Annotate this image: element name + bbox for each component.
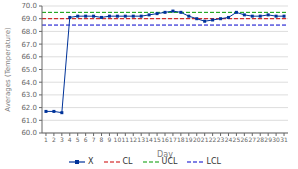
svg-text:29: 29 (264, 136, 272, 143)
svg-text:60.0: 60.0 (21, 129, 37, 137)
svg-text:19: 19 (185, 136, 193, 143)
svg-text:24: 24 (225, 136, 233, 143)
svg-text:14: 14 (145, 136, 153, 143)
svg-text:6: 6 (84, 136, 88, 143)
svg-text:62.0: 62.0 (21, 104, 37, 112)
svg-text:21: 21 (201, 136, 209, 143)
svg-text:Day: Day (157, 150, 173, 159)
svg-text:66.0: 66.0 (21, 53, 37, 61)
svg-text:27: 27 (248, 136, 256, 143)
svg-text:5: 5 (76, 136, 80, 143)
svg-text:3: 3 (60, 136, 64, 143)
svg-text:61.0: 61.0 (21, 117, 37, 125)
svg-text:9: 9 (108, 136, 112, 143)
svg-text:1: 1 (44, 136, 48, 143)
svg-text:Averages (Temperature): Averages (Temperature) (8, 27, 12, 112)
svg-text:68.0: 68.0 (21, 28, 37, 36)
svg-text:7: 7 (92, 136, 96, 143)
svg-text:67.0: 67.0 (21, 41, 37, 49)
html-text:LCL: LCL (206, 157, 221, 166)
svg-text:4: 4 (68, 136, 72, 143)
svg-text:30: 30 (272, 136, 280, 143)
svg-text:10: 10 (114, 136, 122, 143)
svg-text:70.0: 70.0 (21, 2, 37, 10)
svg-text:26: 26 (241, 136, 249, 143)
svg-text:31: 31 (280, 136, 288, 143)
svg-text:11: 11 (122, 136, 130, 143)
svg-text:17: 17 (169, 136, 177, 143)
svg-text:23: 23 (217, 136, 225, 143)
svg-text:12: 12 (129, 136, 137, 143)
svg-text:2: 2 (52, 136, 56, 143)
html-text:X: X (88, 157, 94, 166)
html-text:UCL: UCL (161, 157, 178, 166)
svg-text:25: 25 (233, 136, 241, 143)
svg-text:65.0: 65.0 (21, 66, 37, 74)
svg-text:22: 22 (209, 136, 217, 143)
svg-text:13: 13 (137, 136, 145, 143)
svg-text:16: 16 (161, 136, 169, 143)
svg-text:20: 20 (193, 136, 201, 143)
svg-text:64.0: 64.0 (21, 79, 37, 87)
svg-text:18: 18 (177, 136, 185, 143)
html-text:CL: CL (122, 157, 133, 166)
svg-text:63.0: 63.0 (21, 91, 37, 99)
svg-text:8: 8 (100, 136, 104, 143)
svg-text:15: 15 (153, 136, 161, 143)
svg-text:69.0: 69.0 (21, 15, 37, 23)
svg-text:28: 28 (256, 136, 264, 143)
